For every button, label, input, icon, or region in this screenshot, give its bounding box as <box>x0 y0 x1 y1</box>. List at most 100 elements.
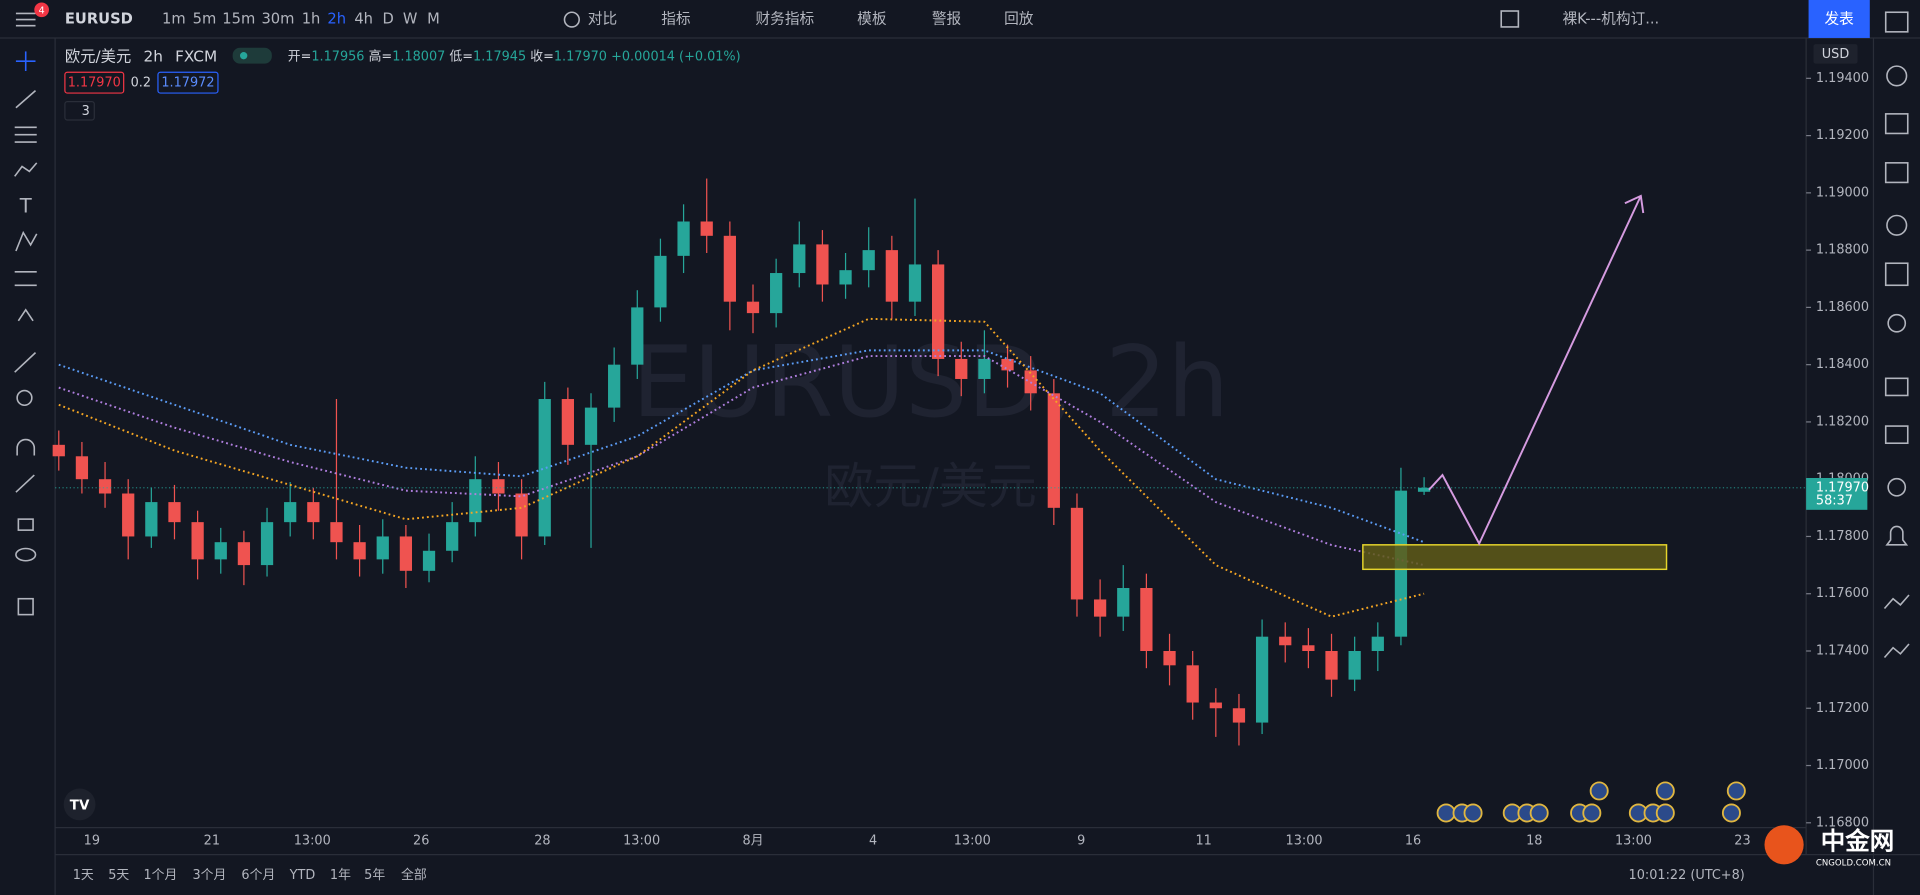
range-button[interactable]: 全部 <box>401 867 427 883</box>
open-value: 1.17956 <box>311 49 364 64</box>
menu-button[interactable]: 4 <box>15 2 49 27</box>
candle-body <box>284 502 297 523</box>
drawing-tools[interactable]: T <box>14 51 38 616</box>
x-tick-label: 13:00 <box>1286 834 1323 849</box>
range-button[interactable]: 5年 <box>364 868 385 883</box>
y-tick-label: 1.19400 <box>1816 71 1869 86</box>
candle-body <box>608 364 621 408</box>
interval-button[interactable]: 15m <box>222 11 255 28</box>
y-tick-label: 1.17000 <box>1816 758 1869 773</box>
range-button[interactable]: 6个月 <box>241 868 275 883</box>
candle-body <box>122 493 135 537</box>
x-tick-label: 28 <box>534 834 550 849</box>
y-tick-label: 1.17200 <box>1816 701 1869 716</box>
x-tick-label: 23 <box>1734 834 1750 849</box>
interval-button[interactable]: 4h <box>354 11 373 28</box>
interval-button[interactable]: D <box>383 11 394 28</box>
low-value: 1.17945 <box>473 49 526 64</box>
buy-box[interactable] <box>157 71 219 94</box>
candle-body <box>839 270 852 285</box>
compare-button[interactable]: 对比 <box>588 11 617 28</box>
projection-path[interactable] <box>1428 195 1642 546</box>
range-button[interactable]: 1天 <box>73 868 94 883</box>
x-tick-label: 11 <box>1196 834 1212 849</box>
interval-button[interactable]: M <box>427 11 440 28</box>
x-tick-label: 13:00 <box>623 834 660 849</box>
currency[interactable]: USD <box>1822 47 1850 62</box>
high-value: 1.18007 <box>392 49 445 64</box>
text-tool[interactable]: T <box>19 194 33 217</box>
candle-body <box>98 479 112 494</box>
brand-logo <box>1764 825 1804 865</box>
layout-name[interactable]: 裸K---机构订... <box>1562 11 1659 28</box>
symbol[interactable]: EURUSD <box>65 11 133 28</box>
candle-body <box>654 255 667 308</box>
candle-body <box>1232 708 1246 723</box>
replay-button[interactable]: 回放 <box>1004 11 1034 28</box>
candle-body <box>978 358 991 379</box>
range-button[interactable]: 3个月 <box>192 868 226 883</box>
alerts-button[interactable]: 警报 <box>932 11 962 28</box>
candle-body <box>1371 636 1384 651</box>
open-label: 开= <box>288 49 312 64</box>
y-tick-label: 1.17400 <box>1816 643 1869 658</box>
candle-body <box>1047 393 1060 508</box>
publish-button[interactable]: 发表 <box>1824 11 1854 28</box>
candle-body <box>1001 358 1014 371</box>
close-label: 收= <box>530 49 554 64</box>
close-value: 1.17970 <box>554 49 607 64</box>
indicators-count[interactable]: 3 <box>82 104 90 119</box>
zone-rectangle[interactable] <box>1362 544 1668 571</box>
candle-body <box>469 479 482 523</box>
high-label: 高= <box>369 48 393 64</box>
publish-bg[interactable] <box>1808 0 1870 38</box>
change: +0.00014 <box>611 49 675 64</box>
candle-body <box>237 542 251 566</box>
candle-body <box>723 235 736 302</box>
sell-box[interactable] <box>64 71 125 94</box>
y-tick-label: 1.19000 <box>1816 185 1869 200</box>
candle-body <box>677 221 690 256</box>
candle-body <box>168 502 181 523</box>
candle-body <box>538 399 551 537</box>
interval: 2h <box>143 47 162 65</box>
interval-button[interactable]: 1m <box>162 11 186 28</box>
x-tick-label: 13:00 <box>954 834 991 849</box>
indicators-toggle[interactable] <box>64 101 95 121</box>
tv-logo[interactable] <box>63 788 96 821</box>
financials-button[interactable]: 财务指标 <box>756 11 815 28</box>
interval-button[interactable]: 1h <box>302 11 321 28</box>
status-pill[interactable] <box>232 47 272 64</box>
x-tick-label: 16 <box>1405 834 1421 849</box>
range-button[interactable]: YTD <box>289 868 316 883</box>
buy-price[interactable]: 1.17972 <box>161 76 214 91</box>
interval-button[interactable]: 2h <box>327 11 346 28</box>
top-toolbar <box>0 0 1920 38</box>
x-tick-label: 19 <box>84 834 100 849</box>
sell-price[interactable]: 1.17970 <box>68 76 121 91</box>
candle-body <box>307 502 320 523</box>
candle-body <box>700 221 713 236</box>
templates-button[interactable]: 模板 <box>857 10 887 28</box>
last-price-box <box>1806 477 1868 510</box>
status-dot <box>240 52 248 60</box>
candle-body <box>885 250 898 302</box>
range-button[interactable]: 5天 <box>108 868 129 883</box>
interval-button[interactable]: 30m <box>261 11 294 28</box>
indicators-button[interactable]: 指标 <box>661 11 691 28</box>
interval-button[interactable]: 5m <box>193 11 217 28</box>
watermark-name: 欧元/美元 <box>824 458 1036 515</box>
economic-events[interactable] <box>1436 781 1746 823</box>
right-sidebar-icons[interactable] <box>1883 11 1910 659</box>
candle-body <box>932 264 945 359</box>
fullscreen-icon[interactable] <box>1500 10 1520 28</box>
range-button[interactable]: 1个月 <box>143 868 177 883</box>
candle-body <box>145 502 158 537</box>
y-tick-label: 1.19200 <box>1816 128 1869 143</box>
interval-button[interactable]: W <box>403 11 418 28</box>
currency-bg[interactable] <box>1813 44 1858 64</box>
candle-body <box>353 542 366 560</box>
range-button[interactable]: 1年 <box>330 868 351 883</box>
